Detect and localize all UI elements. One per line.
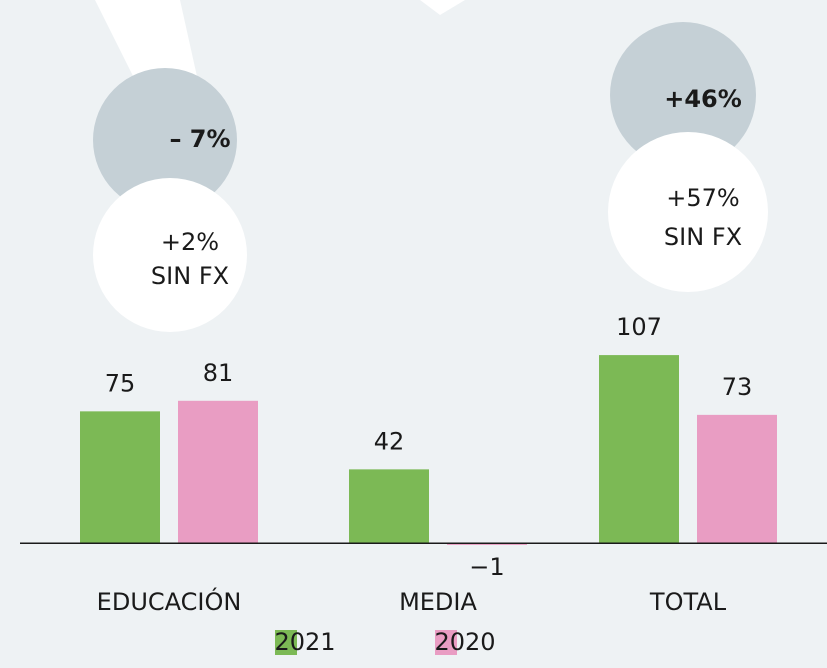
bubble (93, 178, 247, 332)
value-label: 42 (374, 427, 405, 455)
value-label: −1 (469, 553, 504, 581)
annotation: +2% (161, 228, 219, 256)
bar (80, 411, 160, 544)
x-tick-label: TOTAL (649, 588, 727, 616)
bar (349, 469, 429, 544)
x-tick-label: EDUCACIÓN (97, 586, 242, 616)
bar (447, 543, 527, 545)
bar (178, 400, 258, 544)
value-label: 81 (203, 359, 234, 387)
bar (599, 355, 679, 544)
annotation: – 7% (169, 125, 230, 153)
legend-label: 2021 (274, 628, 335, 656)
legend-label: 2020 (434, 628, 495, 656)
value-label: 75 (105, 369, 136, 397)
value-label: 107 (616, 313, 662, 341)
decor-stripe (420, 0, 465, 15)
x-tick-label: MEDIA (399, 588, 477, 616)
value-label: 73 (722, 373, 753, 401)
annotation: SIN FX (151, 262, 229, 290)
legend-swatch (275, 630, 297, 655)
bubble (608, 132, 768, 292)
bubble (93, 68, 237, 212)
decor-stripe (95, 0, 200, 90)
legend-swatch (435, 630, 457, 655)
bubble (610, 22, 756, 168)
annotation: +57% (666, 184, 739, 212)
annotation: SIN FX (664, 223, 742, 251)
bar (697, 414, 777, 544)
annotation: +46% (664, 85, 742, 113)
